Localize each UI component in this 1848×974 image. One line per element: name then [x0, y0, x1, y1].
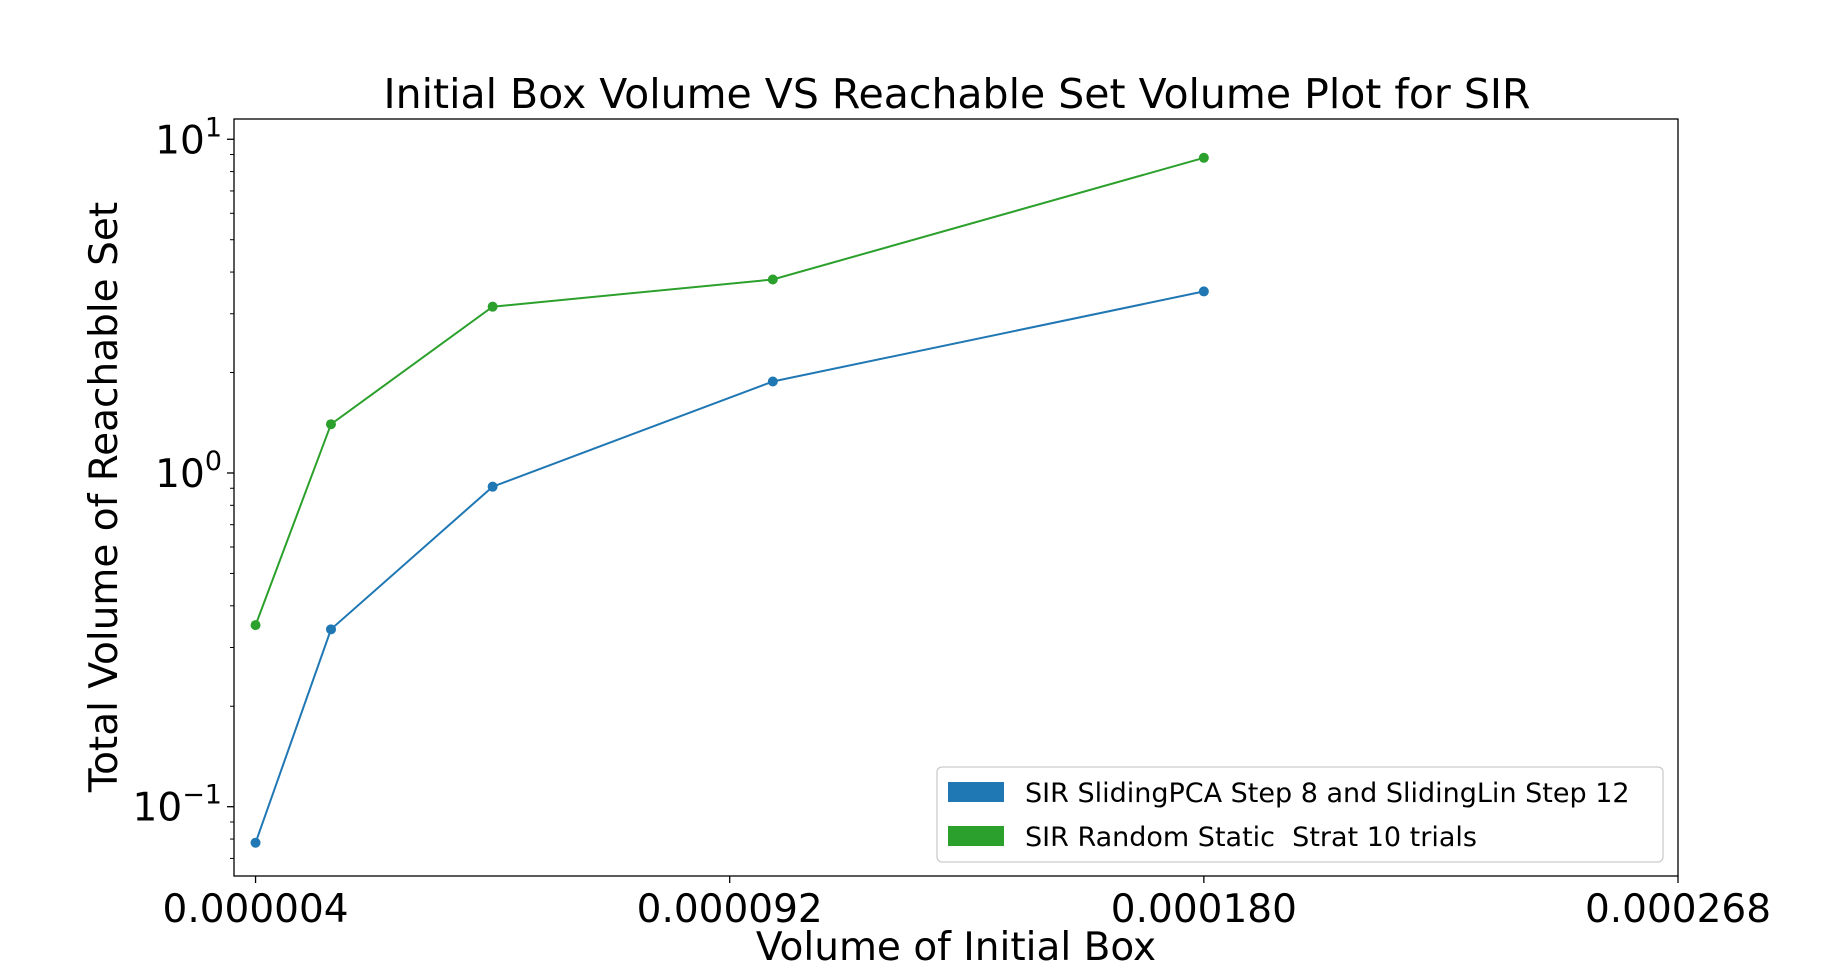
y-tick-label: 100 [155, 446, 222, 497]
plot-area [234, 119, 1678, 876]
series-2-point [487, 301, 498, 312]
y-axis-label: Total Volume of Reachable Set [82, 202, 127, 793]
legend-swatch-1 [948, 782, 1004, 802]
plot-frame [233, 118, 1679, 877]
series-2-point [1198, 152, 1209, 163]
series-1-point [767, 376, 778, 387]
x-tick-label: 0.000180 [1111, 887, 1297, 932]
x-axis-label: Volume of Initial Box [756, 925, 1156, 970]
series-1-point [1198, 286, 1209, 297]
y-axis-ticks: 10−1 100 101 [133, 112, 234, 859]
series-1-point [325, 624, 336, 635]
legend-swatch-2 [948, 826, 1004, 846]
series-1-point [250, 837, 261, 848]
x-axis-ticks: 0.000004 0.000092 0.000180 0.000268 [163, 876, 1771, 932]
y-tick-label: 10−1 [133, 780, 222, 831]
series-layer [250, 152, 1209, 848]
series-2-point [767, 274, 778, 285]
legend: SIR SlidingPCA Step 8 and SlidingLin Ste… [936, 766, 1664, 863]
x-tick-label: 0.000004 [163, 887, 349, 932]
series-2-point [325, 419, 336, 430]
x-tick-label: 0.000268 [1585, 887, 1771, 932]
chart-title: Initial Box Volume VS Reachable Set Volu… [384, 70, 1531, 118]
y-tick-label: 101 [155, 112, 222, 163]
x-tick-label: 0.000092 [637, 887, 823, 932]
legend-label-1: SIR SlidingPCA Step 8 and SlidingLin Ste… [1025, 778, 1630, 809]
series-2-point [250, 620, 261, 631]
legend-box [936, 766, 1664, 863]
legend-label-2: SIR Random Static Strat 10 trials [1025, 822, 1477, 853]
series-1-point [487, 481, 498, 492]
